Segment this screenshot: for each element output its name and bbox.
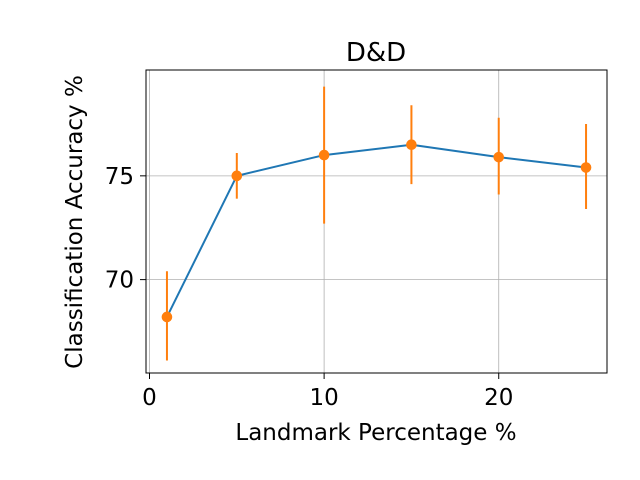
data-point-0-3 <box>406 139 417 151</box>
x-tick-label-1: 10 <box>309 385 338 411</box>
series-line-0 <box>165 143 588 318</box>
data-point-0-4 <box>493 151 505 163</box>
x-tick-label-2: 20 <box>484 385 513 411</box>
grid-lines <box>146 70 607 373</box>
x-tick-label-0: 0 <box>142 385 157 411</box>
y-axis-ticks: 70 75 <box>105 164 146 294</box>
y-axis-label: Classification Accuracy % <box>62 75 88 369</box>
plot-frame <box>145 69 608 374</box>
x-axis-ticks: 0 10 20 <box>142 373 513 411</box>
data-point-0-0 <box>161 311 173 323</box>
data-point-0-2 <box>318 149 330 161</box>
y-tick-label-0: 70 <box>105 268 134 294</box>
data-point-0-5 <box>580 162 592 173</box>
plot-area <box>146 70 607 373</box>
y-tick-label-1: 75 <box>105 164 134 190</box>
chart-title: D&D <box>346 38 406 68</box>
x-axis-label: Landmark Percentage % <box>235 420 516 446</box>
data-point-0-1 <box>231 170 243 182</box>
series-layer <box>161 86 592 361</box>
